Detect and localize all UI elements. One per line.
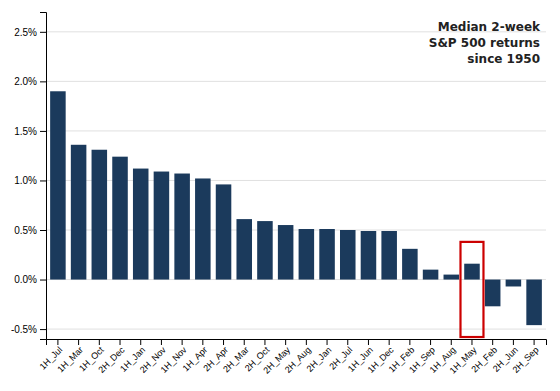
x-tick-mark [347, 339, 348, 345]
x-tick-mark [451, 339, 452, 345]
bars [50, 91, 542, 325]
x-tick-mark [244, 339, 245, 345]
bar [340, 230, 356, 280]
bar [133, 169, 149, 280]
x-tick-mark [285, 339, 286, 345]
y-tick-mark [40, 230, 46, 231]
grid-line [46, 329, 546, 330]
y-tick: 1.5% [14, 126, 46, 137]
bar [112, 157, 128, 280]
bar [402, 249, 418, 280]
x-axis-line [47, 340, 547, 346]
bar [464, 264, 480, 280]
bar [423, 270, 439, 280]
bar [71, 145, 87, 280]
x-tick-mark [57, 339, 58, 345]
x-tick-label: 2H_Jan [305, 345, 334, 374]
x-tick-mark [430, 339, 431, 345]
x-tick-mark [513, 339, 514, 345]
y-tick: 1.0% [14, 175, 46, 186]
y-axis: -0.5% 0.0% 0.5% 1.0% 1.5% 2.0% 2.5% [11, 13, 47, 340]
x-tick-mark [99, 339, 100, 345]
y-tick: 2.5% [14, 27, 46, 38]
y-tick: 0.5% [14, 225, 46, 236]
x-tick-mark [120, 339, 121, 345]
x-tick-mark [223, 339, 224, 345]
bar [506, 280, 522, 287]
bar [526, 280, 542, 326]
annotation-line: Median 2-week [438, 20, 541, 34]
chart: -0.5% 0.0% 0.5% 1.0% 1.5% 2.0% 2.5% 1H_Jul1H_Ma… [0, 0, 560, 391]
x-tick-mark [409, 339, 410, 345]
y-tick-mark [40, 280, 46, 281]
bar [92, 150, 108, 280]
x-tick-mark [306, 339, 307, 345]
annotation-line: since 1950 [467, 52, 540, 66]
bar [381, 231, 397, 280]
y-tick-label: 0.0% [14, 274, 37, 285]
y-tick: 0.0% [14, 274, 46, 285]
x-tick-mark [264, 339, 265, 345]
grid [46, 32, 546, 329]
x-tick-mark [327, 339, 328, 345]
x-tick-mark [161, 339, 162, 345]
grid-line [46, 81, 546, 82]
bar [216, 184, 232, 279]
y-tick-mark [40, 32, 46, 33]
y-tick-label: 2.0% [14, 76, 37, 87]
x-tick-mark [182, 339, 183, 345]
y-tick-mark [40, 329, 46, 330]
x-tick-mark [471, 339, 472, 345]
y-tick-mark [40, 81, 46, 82]
bar [154, 172, 170, 280]
bar [278, 225, 294, 280]
x-tick-mark [368, 339, 369, 345]
bar [444, 275, 460, 280]
bar [299, 229, 315, 280]
y-tick-label: 0.5% [14, 225, 37, 236]
x-tick-mark [534, 339, 535, 345]
bar [485, 280, 501, 307]
y-tick-label: 1.5% [14, 126, 37, 137]
x-tick-mark [492, 339, 493, 345]
y-tick-label: -0.5% [11, 324, 37, 335]
bar [236, 219, 252, 279]
annotation: Median 2-week S&P 500 returns since 1950 [429, 20, 541, 66]
y-tick: 2.0% [14, 76, 46, 87]
annotation-line: S&P 500 returns [429, 36, 540, 50]
bar [174, 174, 190, 280]
y-tick-mark [40, 131, 46, 132]
bar [361, 231, 377, 280]
y-tick-mark [40, 180, 46, 181]
x-tick-mark [78, 339, 79, 345]
x-tick: 2H_Jan [305, 339, 334, 374]
x-tick-mark [389, 339, 390, 345]
y-tick-label: 1.0% [14, 175, 37, 186]
x-tick-mark [140, 339, 141, 345]
bar [195, 178, 211, 279]
bar [257, 221, 273, 279]
grid-line [46, 130, 546, 131]
y-tick-label: 2.5% [14, 27, 37, 38]
highlight-rect [460, 242, 483, 337]
y-axis-line [40, 13, 47, 340]
y-tick: -0.5% [11, 324, 46, 335]
plot: -0.5% 0.0% 0.5% 1.0% 1.5% 2.0% 2.5% 1H_Jul1H_Ma… [11, 13, 547, 376]
x-tick-mark [202, 339, 203, 345]
x-tick: 2H_Sep [511, 339, 541, 375]
x-tick-label: 2H_Sep [511, 345, 541, 375]
bar [50, 91, 66, 279]
bar [319, 229, 335, 280]
x-axis: 1H_Jul1H_Mar1H_Oct2H_Dec1H_Jan2H_Nov1H_N… [38, 339, 547, 376]
